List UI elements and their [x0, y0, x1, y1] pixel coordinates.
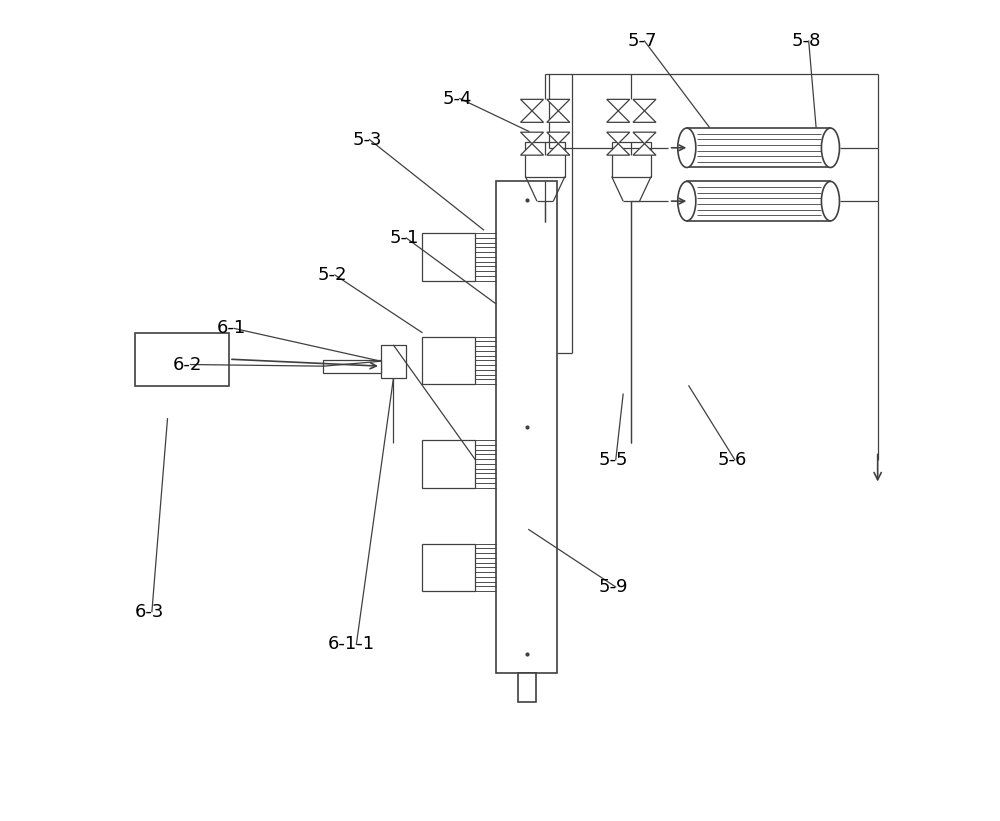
- Bar: [525, 142, 565, 177]
- Bar: [422, 440, 475, 488]
- Bar: [687, 181, 830, 221]
- Bar: [381, 345, 406, 378]
- Polygon shape: [521, 99, 544, 111]
- Text: 6-3: 6-3: [135, 603, 164, 621]
- Polygon shape: [633, 132, 656, 144]
- Polygon shape: [633, 111, 656, 122]
- Text: 6-1: 6-1: [217, 319, 246, 337]
- Ellipse shape: [678, 128, 696, 167]
- Bar: [422, 337, 475, 384]
- Polygon shape: [547, 99, 570, 111]
- Polygon shape: [547, 132, 570, 144]
- Polygon shape: [607, 99, 630, 111]
- Bar: [518, 673, 536, 702]
- Text: 6-1-1: 6-1-1: [328, 635, 375, 654]
- Polygon shape: [607, 111, 630, 122]
- Bar: [422, 544, 475, 591]
- Text: 5-2: 5-2: [318, 266, 347, 284]
- Text: 5-9: 5-9: [599, 578, 628, 596]
- Polygon shape: [521, 111, 544, 122]
- Text: 5-7: 5-7: [627, 32, 657, 50]
- Polygon shape: [521, 144, 544, 155]
- Ellipse shape: [678, 181, 696, 221]
- Polygon shape: [547, 111, 570, 122]
- Text: 5-4: 5-4: [443, 89, 472, 108]
- Polygon shape: [547, 144, 570, 155]
- Bar: [687, 128, 830, 167]
- Text: 5-5: 5-5: [599, 451, 628, 469]
- Text: 6-2: 6-2: [173, 355, 203, 374]
- Bar: [323, 360, 381, 373]
- Polygon shape: [633, 144, 656, 155]
- Polygon shape: [607, 144, 630, 155]
- Polygon shape: [633, 99, 656, 111]
- Ellipse shape: [821, 181, 839, 221]
- Text: 5-6: 5-6: [718, 451, 747, 469]
- Bar: [135, 333, 229, 386]
- Polygon shape: [607, 132, 630, 144]
- Ellipse shape: [821, 128, 839, 167]
- Bar: [422, 233, 475, 281]
- Text: 5-1: 5-1: [389, 229, 419, 247]
- Text: 5-3: 5-3: [352, 131, 382, 149]
- Polygon shape: [521, 132, 544, 144]
- Bar: [612, 142, 651, 177]
- Bar: [496, 181, 557, 673]
- Text: 5-8: 5-8: [791, 32, 821, 50]
